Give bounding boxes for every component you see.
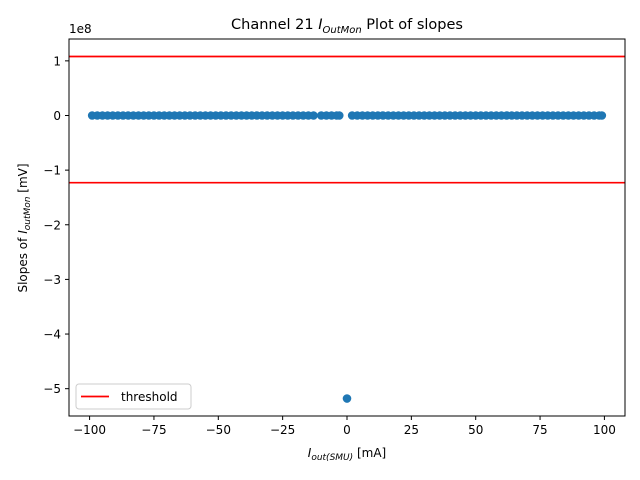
y-tick-label: −3 xyxy=(43,273,61,287)
y-tick-label: 0 xyxy=(53,109,61,123)
x-tick-label: 0 xyxy=(343,423,351,437)
legend-label-threshold: threshold xyxy=(121,390,178,404)
x-axis-label: Iout(SMU) [mA] xyxy=(308,446,386,463)
plot-frame xyxy=(68,38,626,417)
chart-title: Channel 21 IOutMon Plot of slopes xyxy=(231,17,463,36)
ylabel-i: I xyxy=(16,230,30,234)
legend-box xyxy=(75,383,192,410)
x-tick-label: 100 xyxy=(593,423,616,437)
ylabel-suffix: [mV] xyxy=(16,163,30,196)
xlabel-i: I xyxy=(308,446,312,460)
y-tick-label: −5 xyxy=(43,382,61,396)
x-tick-label: −75 xyxy=(141,423,166,437)
data-point xyxy=(334,111,344,120)
x-tick-label: −50 xyxy=(206,423,231,437)
title-suffix: Plot of slopes xyxy=(362,17,463,33)
y-tick-label: 1 xyxy=(53,54,61,68)
y-axis-label: Slopes of IoutMon [mV] xyxy=(16,163,33,292)
data-point xyxy=(597,111,607,120)
x-tick-label: 50 xyxy=(468,423,483,437)
y-tick-label: −4 xyxy=(43,328,61,342)
title-subscript: OutMon xyxy=(322,25,361,36)
x-tick-label: 75 xyxy=(532,423,547,437)
x-tick-label: −100 xyxy=(73,423,106,437)
xlabel-suffix: [mA] xyxy=(353,446,386,460)
y-offset-text: 1e8 xyxy=(69,22,92,36)
title-prefix: Channel 21 xyxy=(231,17,318,33)
x-tick-label: 25 xyxy=(404,423,419,437)
x-tick-label: −25 xyxy=(270,423,295,437)
title-i: I xyxy=(318,17,322,33)
xlabel-subscript: out(SMU) xyxy=(311,453,353,463)
legend: threshold xyxy=(75,383,192,410)
ylabel-subscript: outMon xyxy=(23,196,33,230)
ylabel-prefix: Slopes of xyxy=(16,234,30,293)
y-tick-label: −2 xyxy=(43,218,61,232)
data-point xyxy=(342,394,352,403)
y-tick-label: −1 xyxy=(43,164,61,178)
data-point xyxy=(309,111,318,120)
